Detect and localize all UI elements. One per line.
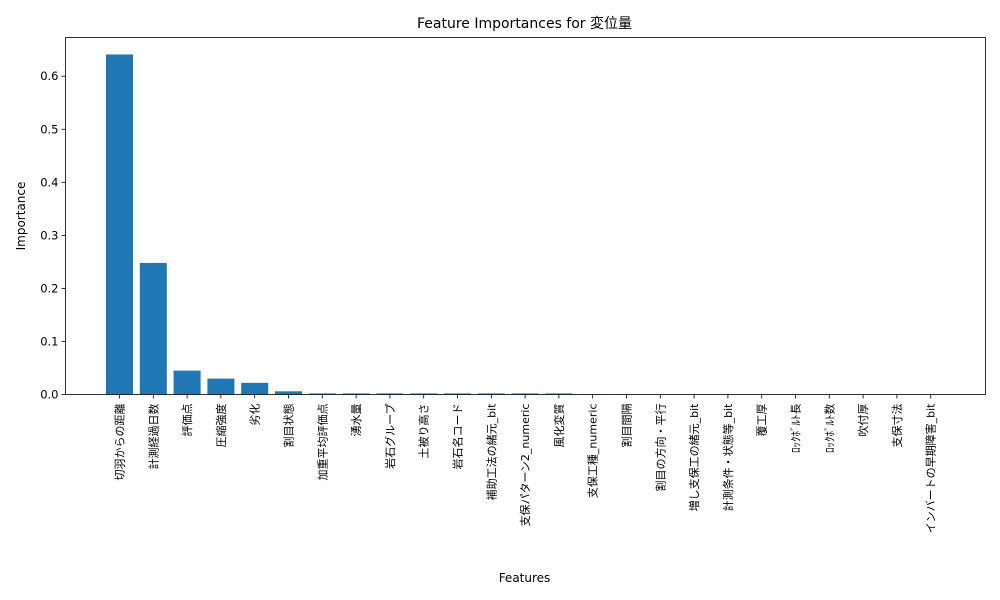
x-tick-label: 支保寸法	[890, 404, 904, 448]
y-tick-label: 0.2	[40, 281, 58, 295]
bar	[477, 393, 505, 395]
x-tick-label: 切羽からの距離	[113, 404, 127, 481]
y-tick-label: 0.4	[40, 175, 58, 189]
y-axis-label: Importance	[14, 182, 28, 251]
x-tick-label: 割目間隔	[620, 404, 634, 448]
x-axis-label: Features	[499, 571, 551, 585]
x-tick-label: 岩石グループ	[383, 404, 397, 469]
bar	[376, 393, 404, 395]
bar	[342, 393, 370, 395]
bar	[511, 393, 539, 395]
x-tick-label: ﾛｯｸﾎﾞﾙﾄ長	[790, 404, 803, 454]
bar	[241, 382, 269, 395]
bar	[207, 378, 235, 395]
x-tick-label: 吹付厚	[857, 404, 870, 437]
bars-group	[106, 54, 945, 395]
bar	[308, 393, 336, 395]
x-tick-label: 劣化	[248, 404, 262, 426]
chart-title: Feature Importances for 変位量	[417, 15, 632, 32]
x-tick-label: ﾛｯｸﾎﾞﾙﾄ数	[823, 404, 836, 454]
x-tick-label: 支保工種_numeric	[586, 404, 600, 499]
y-axis-ticks: 0.0 0.1 0.2 0.3 0.4 0.5 0.6	[40, 69, 66, 402]
x-tick-label: 割目状態	[282, 404, 296, 448]
x-tick-label: 計測経過日数	[146, 404, 160, 470]
bar	[275, 391, 302, 395]
x-tick-label: 補助工法の緒元_bit	[484, 403, 498, 501]
x-tick-label: 風化変質	[552, 404, 566, 448]
x-tick-label: 割目の方向・平行	[653, 404, 667, 492]
bar	[173, 370, 201, 395]
y-tick-label: 0.0	[40, 388, 58, 402]
x-tick-label: 加重平均評価点	[315, 404, 329, 481]
x-tick-label: 増し支保工の緒元_bit	[687, 403, 701, 512]
y-tick-label: 0.6	[40, 69, 58, 83]
bar	[139, 262, 167, 395]
x-tick-label: 計測条件・状態等_bit	[721, 403, 735, 512]
x-tick-label: インバートの早期障害_bit	[924, 403, 938, 534]
bar	[106, 54, 133, 395]
x-tick-label: 評価点	[180, 404, 194, 437]
y-tick-label: 0.5	[40, 122, 58, 136]
x-tick-label: 支保パターン2_numeric	[518, 404, 532, 527]
x-tick-label: 岩石名コード	[451, 404, 465, 470]
x-tick-label: 圧縮強度	[214, 404, 228, 448]
bar	[444, 393, 471, 395]
x-axis-ticks: 切羽からの距離 計測経過日数 評価点 圧縮強度 劣化 割目状態 加重平均評価点 湧水量 岩石グル…	[113, 394, 938, 534]
x-tick-label: 湧水量	[350, 404, 363, 437]
x-tick-label: 覆工厚	[756, 404, 769, 437]
plot-frame	[65, 37, 986, 395]
x-tick-label: 土被り高さ	[417, 404, 431, 459]
y-tick-label: 0.3	[40, 228, 58, 242]
bar	[545, 393, 573, 395]
bar	[410, 393, 438, 395]
y-tick-label: 0.1	[40, 334, 58, 348]
